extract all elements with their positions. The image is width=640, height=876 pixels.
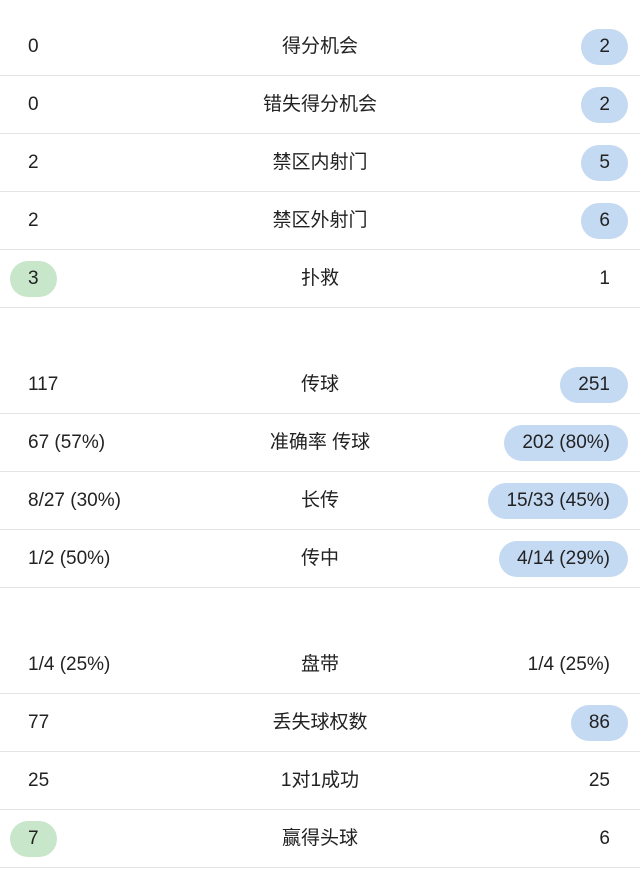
home-value: 0 [28, 93, 39, 115]
stat-row: 1/4 (25%) 盘带 1/4 (25%) [0, 636, 640, 694]
stat-label: 准确率 传球 [269, 431, 371, 453]
stat-label: 赢得头球 [281, 827, 358, 849]
home-value: 77 [28, 711, 50, 733]
stat-row: 3 扑救 1 [0, 250, 640, 308]
stat-row: 2 禁区内射门 5 [0, 134, 640, 192]
home-value: 117 [28, 373, 59, 395]
stats-group: 117 传球 251 67 (57%) 准确率 传球 202 (80%) 8/27 … [0, 356, 640, 588]
stat-label: 禁区外射门 [272, 209, 368, 231]
stat-label: 错失得分机会 [262, 93, 377, 115]
away-value: 86 [570, 704, 628, 741]
stat-label: 得分机会 [281, 35, 358, 57]
away-value: 6 [581, 202, 628, 239]
stats-group: 1/4 (25%) 盘带 1/4 (25%) 77 丢失球权数 86 25 1对1成… [0, 636, 640, 868]
away-value: 1/4 (25%) [527, 653, 610, 675]
away-value: 6 [599, 827, 610, 849]
home-value: 67 (57%) [28, 431, 106, 453]
stat-row: 117 传球 251 [0, 356, 640, 414]
stat-row: 25 1对1成功 25 [0, 752, 640, 810]
home-value: 0 [28, 35, 39, 57]
away-value: 2 [581, 28, 628, 65]
stat-row: 67 (57%) 准确率 传球 202 (80%) [0, 414, 640, 472]
stat-row: 1/2 (50%) 传中 4/14 (29%) [0, 530, 640, 588]
home-value: 8/27 (30%) [28, 489, 121, 511]
away-value: 25 [588, 769, 610, 791]
home-value: 1/4 (25%) [28, 653, 111, 675]
away-value: 1 [599, 267, 610, 289]
stat-label: 传中 [300, 547, 339, 569]
stat-row: 0 错失得分机会 2 [0, 76, 640, 134]
home-value: 25 [28, 769, 50, 791]
stat-row: 77 丢失球权数 86 [0, 694, 640, 752]
stat-label: 丢失球权数 [272, 711, 368, 733]
stat-row: 8/27 (30%) 长传 15/33 (45%) [0, 472, 640, 530]
stat-row: 0 得分机会 2 [0, 18, 640, 76]
away-value: 251 [560, 366, 628, 403]
away-value: 15/33 (45%) [488, 482, 628, 519]
home-value: 2 [28, 151, 39, 173]
home-value: 2 [28, 209, 39, 231]
stat-row: 2 禁区外射门 6 [0, 192, 640, 250]
stat-label: 长传 [300, 489, 339, 511]
stat-label: 盘带 [300, 653, 339, 675]
stat-label: 禁区内射门 [272, 151, 368, 173]
home-value: 3 [10, 260, 57, 297]
stat-label: 扑救 [300, 267, 339, 289]
away-value: 4/14 (29%) [499, 540, 628, 577]
away-value: 2 [581, 86, 628, 123]
stat-label: 1对1成功 [280, 769, 360, 791]
away-value: 5 [581, 144, 628, 181]
home-value: 7 [10, 820, 57, 857]
stat-row: 7 赢得头球 6 [0, 810, 640, 868]
away-value: 202 (80%) [504, 424, 628, 461]
home-value: 1/2 (50%) [28, 547, 111, 569]
stat-label: 传球 [300, 373, 339, 395]
